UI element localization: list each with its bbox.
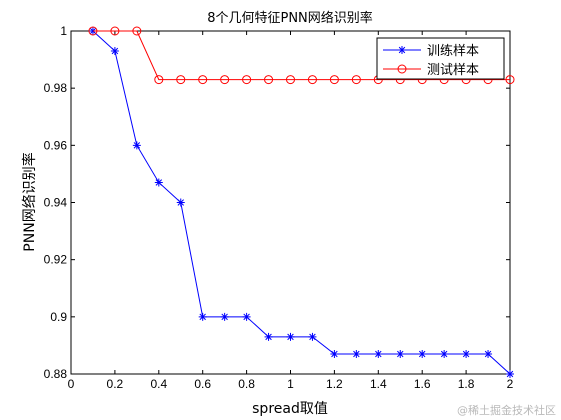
data-point-star: [330, 349, 339, 358]
data-point-circle: [351, 75, 361, 85]
data-point-circle: [264, 75, 274, 85]
x-tick-label: 1.2: [326, 377, 343, 391]
plot-area: [70, 30, 511, 375]
legend-marker-star: [398, 46, 406, 54]
x-tick-label: 2: [507, 377, 514, 391]
x-tick-label: 1.4: [370, 377, 387, 391]
data-point-star: [462, 349, 471, 358]
data-point-star: [198, 312, 207, 321]
series-layer: [88, 26, 515, 378]
x-tick-label: 0: [68, 377, 75, 391]
legend-label: 训练样本: [427, 44, 479, 59]
data-point-star: [242, 312, 251, 321]
legend-box: [376, 37, 505, 80]
y-tick-label: 0.88: [44, 367, 68, 381]
data-point-circle: [198, 75, 208, 85]
data-point-star: [110, 47, 119, 56]
y-tick-label: 0.96: [44, 138, 68, 152]
data-point-star: [484, 349, 493, 358]
data-point-circle: [242, 75, 252, 85]
data-point-star: [396, 349, 405, 358]
x-tick-label: 0.4: [150, 377, 167, 391]
legend-label: 测试样本: [427, 63, 479, 78]
y-tick-label: 0.92: [44, 253, 68, 267]
x-tick-label: 0.8: [238, 377, 255, 391]
x-tick-label: 1: [287, 377, 294, 391]
legend-entry: 训练样本: [383, 44, 479, 59]
data-point-circle: [505, 75, 515, 85]
x-axis-ticks: 0 0.2 0.4 0.6 0.8 1 1.2 1.4 1.6 1.8 2: [68, 31, 514, 391]
y-tick-label: 0.98: [44, 81, 68, 95]
data-point-circle: [176, 75, 186, 85]
data-point-star: [154, 178, 163, 187]
data-point-circle: [154, 75, 164, 85]
y-tick-label: 1: [60, 24, 67, 38]
x-tick-label: 1.8: [458, 377, 475, 391]
data-point-star: [506, 370, 514, 378]
data-point-star: [264, 332, 273, 341]
data-point-star: [352, 349, 361, 358]
data-point-circle: [88, 26, 98, 36]
data-point-star: [176, 198, 185, 207]
data-point-star: [374, 349, 383, 358]
x-tick-label: 0.2: [107, 377, 124, 391]
x-tick-label: 0.6: [194, 377, 211, 391]
data-point-star: [418, 349, 427, 358]
legend-entry: 测试样本: [383, 63, 479, 78]
data-point-star: [308, 332, 317, 341]
data-point-circle: [132, 26, 142, 36]
x-axis-label: spread取值: [252, 401, 328, 417]
watermark-text: @稀土掘金技术社区: [457, 403, 556, 417]
data-point-circle: [286, 75, 295, 85]
legend-marker-circle: [397, 64, 407, 74]
data-point-star: [286, 332, 295, 341]
x-tick-label: 1.6: [414, 377, 431, 391]
data-point-star: [440, 349, 449, 358]
series-1: [88, 27, 514, 378]
y-tick-label: 0.9: [50, 310, 67, 324]
y-axis-ticks: 0.88 0.9 0.92 0.94 0.96 0.98 1: [44, 24, 510, 381]
chart-title: 8个几何特征PNN网络识别率: [207, 10, 373, 26]
data-point-circle: [220, 75, 230, 85]
y-tick-label: 0.94: [44, 196, 68, 210]
data-point-circle: [329, 75, 339, 85]
y-axis-label: PNN网络识别率: [21, 152, 38, 251]
series-2: [88, 26, 515, 85]
data-point-star: [220, 312, 229, 321]
data-point-star: [132, 141, 141, 150]
data-point-circle: [110, 26, 120, 36]
data-point-circle: [307, 75, 317, 85]
